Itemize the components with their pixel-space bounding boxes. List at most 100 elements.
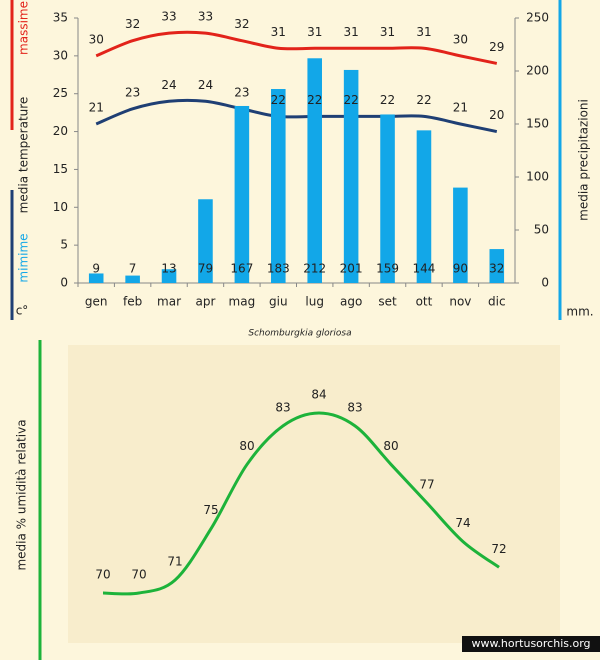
y2-tick-label: 0 xyxy=(541,276,549,290)
data-label: 31 xyxy=(271,25,286,39)
data-label: 75 xyxy=(203,503,218,517)
data-label: 29 xyxy=(489,40,504,54)
data-label: 33 xyxy=(161,10,176,24)
data-label: 22 xyxy=(343,93,358,107)
data-label: 22 xyxy=(416,93,431,107)
bar xyxy=(489,249,505,283)
y-axis-label: media temperature xyxy=(17,97,31,214)
line xyxy=(95,98,498,134)
x-tick-label: feb xyxy=(123,295,142,309)
data-label: 80 xyxy=(383,439,398,453)
x-tick-label: ott xyxy=(416,295,433,309)
bar-label: 7 xyxy=(129,262,137,276)
data-label: 22 xyxy=(307,93,322,107)
data-label: 21 xyxy=(89,101,104,115)
legend-max: massime xyxy=(17,1,31,55)
y2-tick-label: 250 xyxy=(526,11,549,25)
x-tick-label: mag xyxy=(229,295,256,309)
data-label: 80 xyxy=(239,439,254,453)
y-unit: c° xyxy=(16,304,29,318)
bar xyxy=(125,275,140,283)
x-tick-label: mar xyxy=(157,295,181,309)
bar xyxy=(453,187,468,283)
x-tick-label: nov xyxy=(449,295,471,309)
bar-label: 183 xyxy=(267,262,290,276)
data-label: 77 xyxy=(419,478,434,492)
panel xyxy=(68,345,560,643)
x-tick-label: giu xyxy=(269,295,288,309)
y-axis-label-2: media % umidità relativa xyxy=(15,419,29,570)
y-tick-label: 0 xyxy=(60,276,68,290)
data-label: 30 xyxy=(89,32,104,46)
y-tick-label: 10 xyxy=(53,200,68,214)
data-label: 31 xyxy=(307,25,322,39)
bar-label: 13 xyxy=(161,262,176,276)
data-label: 23 xyxy=(125,85,140,99)
bar xyxy=(416,130,432,283)
bar-label: 32 xyxy=(489,262,504,276)
watermark-bg xyxy=(462,636,600,652)
bar xyxy=(88,273,104,283)
y-tick-label: 15 xyxy=(53,162,68,176)
line xyxy=(95,30,498,65)
y2-unit: mm. xyxy=(566,305,593,319)
bar xyxy=(380,114,395,284)
data-label: 72 xyxy=(491,542,506,556)
data-label: 20 xyxy=(489,108,504,122)
line xyxy=(102,411,500,596)
bar xyxy=(198,199,213,283)
x-tick-label: gen xyxy=(85,295,108,309)
bar xyxy=(343,69,359,283)
x-tick-label: set xyxy=(378,295,397,309)
bar-label: 9 xyxy=(92,262,100,276)
bar xyxy=(307,58,322,283)
data-label: 32 xyxy=(234,17,249,31)
data-label: 22 xyxy=(271,93,286,107)
y2-tick-label: 150 xyxy=(526,117,549,131)
caption: Schomburgkia gloriosa xyxy=(248,329,351,339)
watermark: www.hortusorchis.org xyxy=(471,637,590,650)
x-tick-label: ago xyxy=(340,295,362,309)
y-tick-label: 35 xyxy=(53,11,68,25)
bar xyxy=(161,269,177,283)
legend-min: mimime xyxy=(17,233,31,282)
data-label: 32 xyxy=(125,17,140,31)
data-label: 24 xyxy=(198,78,213,92)
bar-label: 212 xyxy=(303,262,326,276)
data-label: 31 xyxy=(343,25,358,39)
y2-tick-label: 200 xyxy=(526,64,549,78)
data-label: 74 xyxy=(455,516,470,530)
data-label: 22 xyxy=(380,93,395,107)
bar-label: 90 xyxy=(453,262,468,276)
data-label: 23 xyxy=(234,85,249,99)
data-label: 21 xyxy=(453,101,468,115)
data-label: 31 xyxy=(416,25,431,39)
data-label: 71 xyxy=(167,555,182,569)
bar-label: 159 xyxy=(376,262,399,276)
data-label: 30 xyxy=(453,32,468,46)
bar-label: 167 xyxy=(230,262,253,276)
y-tick-label: 20 xyxy=(53,124,68,138)
y-tick-label: 30 xyxy=(53,48,68,62)
y2-tick-label: 50 xyxy=(534,223,549,237)
y-tick-label: 25 xyxy=(53,86,68,100)
data-label: 24 xyxy=(161,78,176,92)
y2-tick-label: 100 xyxy=(526,170,549,184)
bar xyxy=(234,105,250,283)
bar-label: 201 xyxy=(340,262,363,276)
data-label: 70 xyxy=(131,568,146,582)
y2-axis-label: media precipitazioni xyxy=(577,99,591,221)
data-label: 33 xyxy=(198,10,213,24)
y-tick-label: 5 xyxy=(60,238,68,252)
bar xyxy=(271,89,286,284)
data-label: 83 xyxy=(275,400,290,414)
bar-label: 144 xyxy=(413,262,436,276)
data-label: 84 xyxy=(311,388,326,402)
x-tick-label: dic xyxy=(488,295,506,309)
bar-label: 79 xyxy=(198,262,213,276)
x-tick-label: lug xyxy=(305,295,324,309)
data-label: 83 xyxy=(347,400,362,414)
data-label: 31 xyxy=(380,25,395,39)
